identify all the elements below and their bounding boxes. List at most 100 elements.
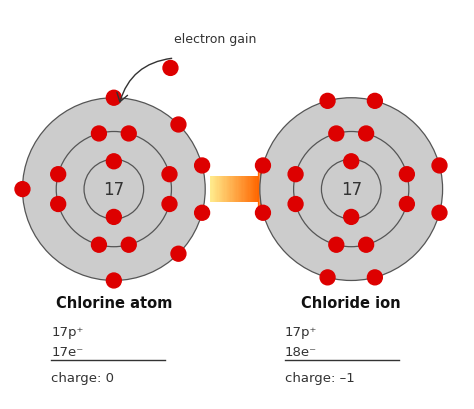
Circle shape [260, 99, 443, 281]
Text: 17p⁺: 17p⁺ [51, 326, 83, 338]
Polygon shape [263, 170, 264, 209]
Polygon shape [288, 189, 290, 191]
Text: Chloride ion: Chloride ion [301, 296, 401, 310]
Polygon shape [272, 177, 274, 202]
Circle shape [255, 159, 270, 173]
Polygon shape [279, 182, 280, 198]
Polygon shape [264, 171, 266, 208]
Text: 17p⁺: 17p⁺ [285, 326, 317, 338]
Circle shape [106, 91, 121, 106]
Circle shape [162, 197, 177, 212]
Polygon shape [254, 177, 255, 202]
Polygon shape [221, 177, 222, 202]
Circle shape [86, 162, 142, 217]
Polygon shape [242, 177, 244, 202]
Circle shape [320, 94, 335, 109]
Polygon shape [239, 177, 240, 202]
Polygon shape [247, 177, 248, 202]
Polygon shape [234, 177, 235, 202]
Polygon shape [271, 176, 272, 203]
Polygon shape [252, 177, 253, 202]
Circle shape [367, 94, 383, 109]
Circle shape [51, 197, 65, 212]
Polygon shape [216, 177, 218, 202]
Polygon shape [240, 177, 241, 202]
Polygon shape [253, 177, 254, 202]
Circle shape [91, 238, 106, 253]
Circle shape [293, 132, 409, 247]
Circle shape [288, 167, 303, 182]
Circle shape [367, 270, 383, 285]
Polygon shape [241, 177, 242, 202]
Polygon shape [283, 185, 285, 194]
Circle shape [195, 159, 210, 173]
Polygon shape [267, 174, 269, 206]
Polygon shape [214, 177, 215, 202]
Polygon shape [227, 177, 228, 202]
Text: charge: 0: charge: 0 [51, 371, 114, 384]
FancyArrowPatch shape [117, 59, 172, 103]
Polygon shape [275, 180, 277, 200]
Circle shape [344, 155, 359, 169]
Polygon shape [219, 177, 220, 202]
Circle shape [15, 182, 30, 197]
Circle shape [121, 127, 136, 142]
Polygon shape [235, 177, 237, 202]
Circle shape [121, 238, 136, 253]
Polygon shape [274, 178, 275, 201]
Circle shape [106, 155, 121, 169]
Circle shape [321, 160, 381, 219]
Circle shape [51, 167, 65, 182]
Circle shape [288, 197, 303, 212]
Polygon shape [255, 177, 256, 202]
Polygon shape [210, 177, 211, 202]
Polygon shape [223, 177, 225, 202]
Text: 17e⁻: 17e⁻ [51, 345, 83, 358]
Circle shape [344, 210, 359, 225]
Polygon shape [212, 177, 214, 202]
Polygon shape [286, 187, 288, 192]
Text: 18e⁻: 18e⁻ [285, 345, 317, 358]
Text: Chlorine atom: Chlorine atom [55, 296, 172, 310]
Circle shape [171, 247, 186, 261]
Polygon shape [229, 177, 230, 202]
Polygon shape [220, 177, 221, 202]
Circle shape [91, 127, 106, 142]
Polygon shape [261, 169, 263, 210]
Circle shape [171, 118, 186, 133]
Circle shape [84, 160, 144, 219]
Polygon shape [269, 175, 271, 204]
Circle shape [195, 206, 210, 221]
Circle shape [400, 197, 414, 212]
Polygon shape [282, 184, 283, 196]
Polygon shape [232, 177, 233, 202]
Circle shape [432, 206, 447, 221]
Circle shape [163, 61, 178, 76]
Polygon shape [228, 177, 229, 202]
Polygon shape [249, 177, 251, 202]
Polygon shape [225, 177, 226, 202]
Text: electron gain: electron gain [174, 33, 256, 45]
Polygon shape [222, 177, 223, 202]
Polygon shape [248, 177, 249, 202]
Polygon shape [256, 177, 258, 202]
Circle shape [106, 273, 121, 288]
Circle shape [359, 127, 374, 142]
Circle shape [22, 99, 205, 281]
Polygon shape [218, 177, 219, 202]
Polygon shape [280, 183, 282, 196]
Circle shape [329, 127, 344, 142]
Polygon shape [233, 177, 234, 202]
Polygon shape [246, 177, 247, 202]
Text: 17: 17 [341, 181, 362, 199]
Polygon shape [259, 168, 261, 211]
Circle shape [255, 206, 270, 221]
Circle shape [432, 159, 447, 173]
Polygon shape [211, 177, 212, 202]
Circle shape [329, 238, 344, 253]
Polygon shape [277, 180, 279, 199]
Polygon shape [266, 173, 267, 207]
Polygon shape [244, 177, 245, 202]
Polygon shape [230, 177, 232, 202]
Text: 17: 17 [103, 181, 124, 199]
